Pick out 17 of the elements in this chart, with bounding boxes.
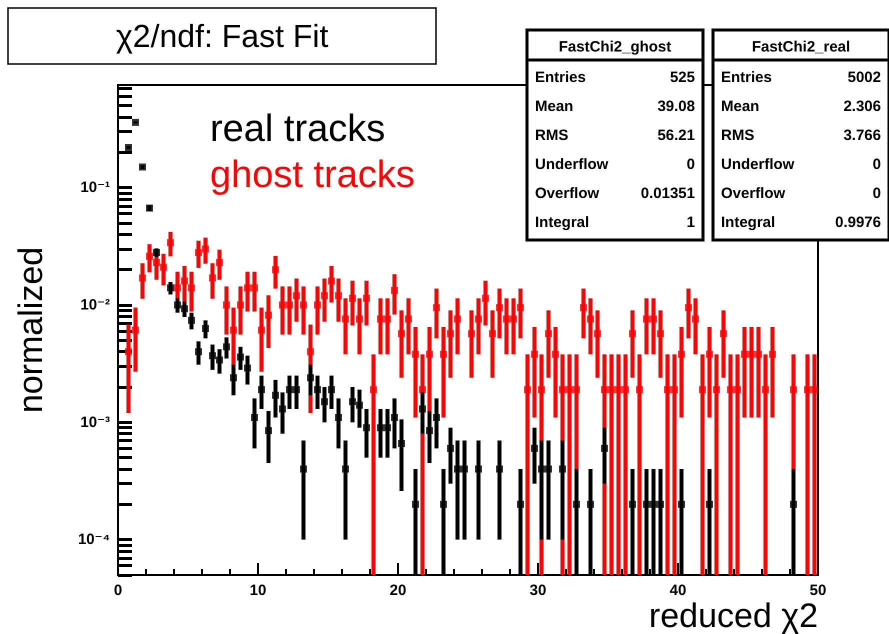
series-label: real tracks [210,108,386,150]
y-tick-label: 10⁻¹ [80,179,110,196]
x-tick-label: 20 [390,582,406,599]
y-tick-label: 10⁻⁴ [78,531,110,548]
x-tick-label: 30 [530,582,546,599]
y-tick-label: 10⁻² [80,296,110,314]
x-tick-label: 0 [114,582,122,599]
y-tick-label: 10⁻³ [80,414,110,431]
x-tick-label: 40 [670,582,686,599]
chart-title: χ2/ndf: Fast Fit [116,18,329,54]
text: FastChi2_real Entries 5002 Mean 2.306 RMS 3.766 Underflow 0 Overflow 0 Integral 0.9976 [721,38,881,231]
x-tick-label: 10 [250,582,266,599]
x-axis-title: reduced χ2 [648,597,818,634]
x-tick-label: 50 [810,582,826,599]
y-axis-title: normalized [12,246,50,414]
series-label: ghost tracks [210,154,415,196]
text: FastChi2_ghost Entries 525 Mean 39.08 RMS 56.21 Underflow 0 Overflow 0.01351 Integral 1 [535,38,695,231]
